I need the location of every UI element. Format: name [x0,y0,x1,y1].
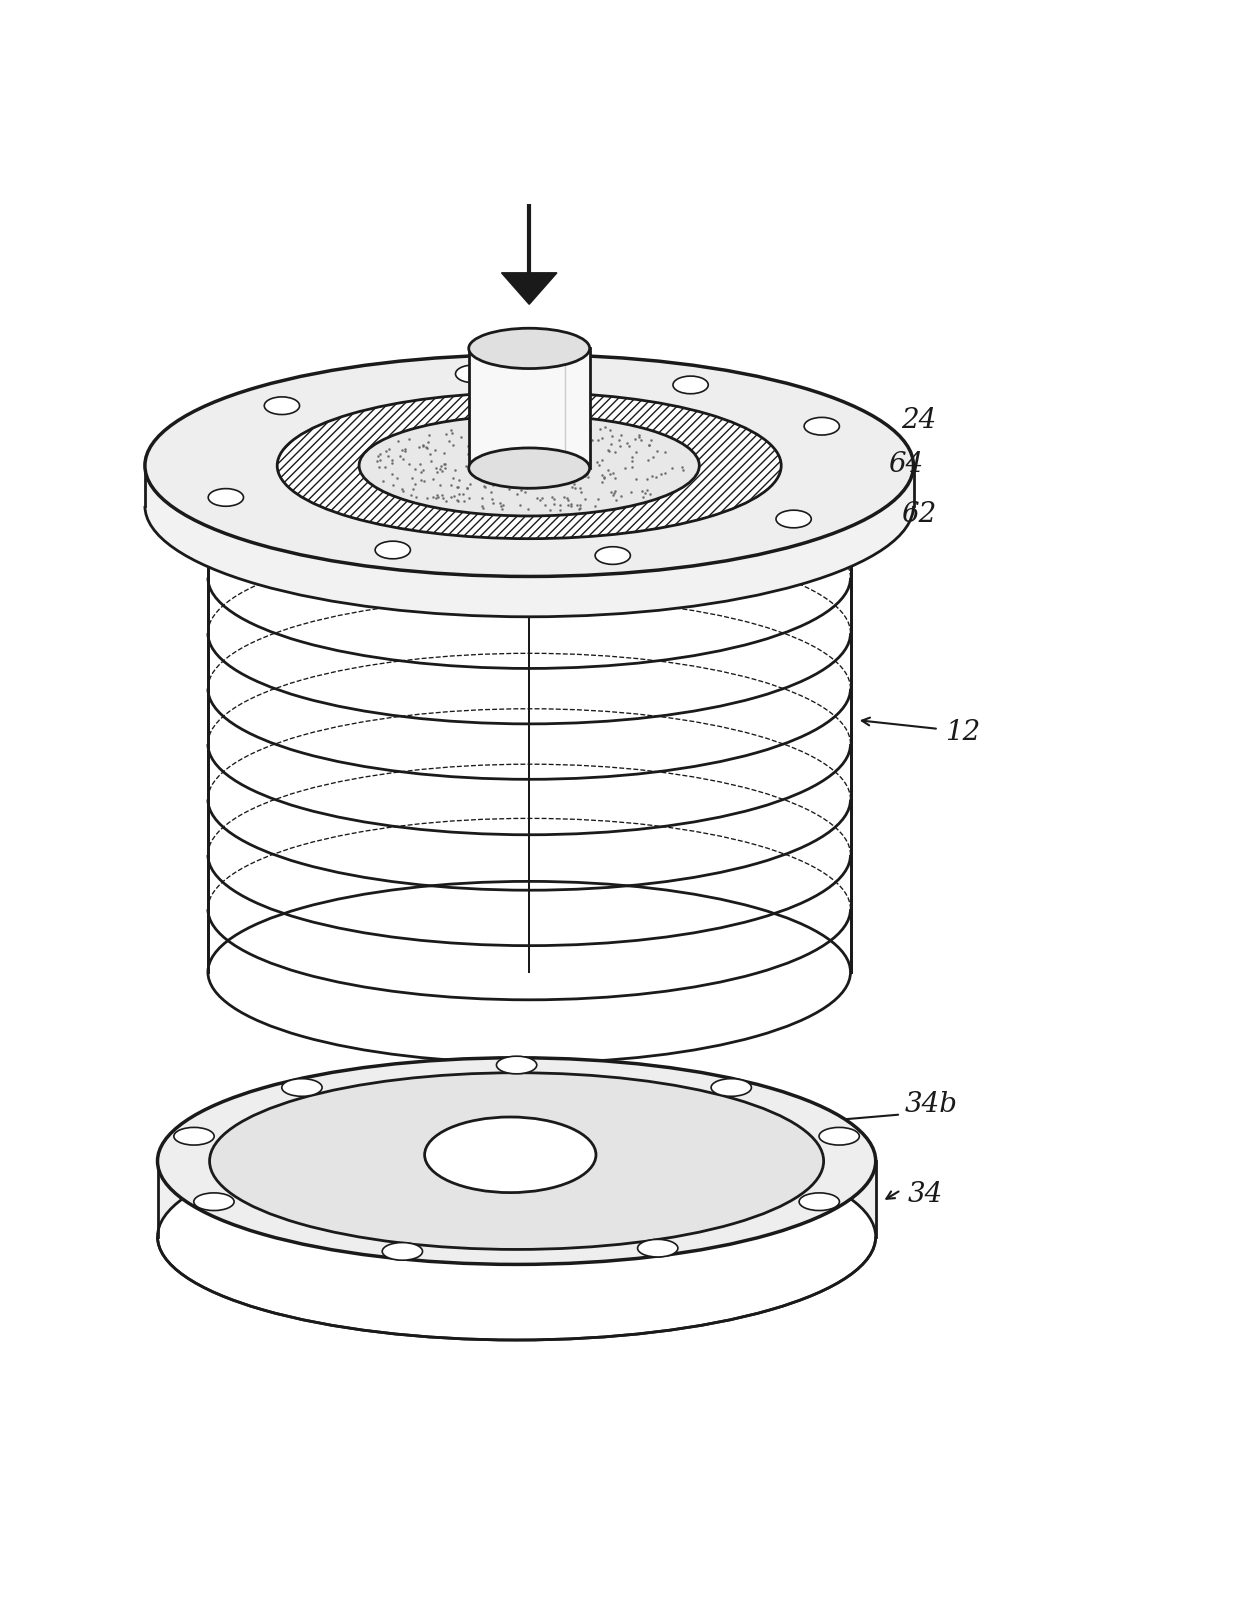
Ellipse shape [208,490,243,507]
Text: 34b: 34b [905,1090,958,1117]
Ellipse shape [456,366,491,384]
Text: 34: 34 [907,1181,942,1207]
Ellipse shape [382,1242,422,1260]
Ellipse shape [265,398,300,416]
Text: 64: 64 [888,451,924,477]
Polygon shape [145,467,914,618]
Ellipse shape [673,377,708,395]
Ellipse shape [804,419,839,437]
Ellipse shape [425,1117,596,1193]
Ellipse shape [359,416,699,517]
Polygon shape [469,350,590,469]
Ellipse shape [799,1193,839,1210]
Ellipse shape [145,355,914,578]
Ellipse shape [469,329,590,369]
Ellipse shape [595,547,630,565]
Ellipse shape [209,1074,824,1250]
Ellipse shape [469,449,590,490]
Ellipse shape [819,1128,859,1146]
Polygon shape [501,273,557,305]
Polygon shape [208,507,850,1063]
Ellipse shape [638,1239,678,1257]
Ellipse shape [711,1079,751,1096]
Polygon shape [158,1162,876,1340]
Ellipse shape [282,1079,323,1096]
Text: 62: 62 [901,501,936,528]
Ellipse shape [158,1058,876,1265]
Text: 12: 12 [945,719,980,746]
Ellipse shape [496,1056,537,1074]
Ellipse shape [174,1128,214,1146]
Ellipse shape [776,510,811,528]
Ellipse shape [158,1133,876,1340]
Ellipse shape [208,881,850,1063]
Ellipse shape [194,1193,234,1210]
Ellipse shape [375,542,411,560]
Text: 24: 24 [901,406,936,433]
Ellipse shape [277,393,781,539]
